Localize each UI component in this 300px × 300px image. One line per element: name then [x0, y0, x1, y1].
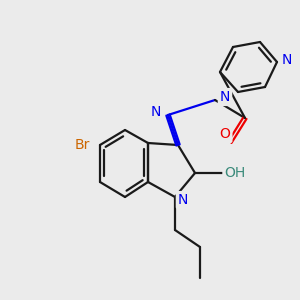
Text: N: N: [178, 193, 188, 207]
Text: Br: Br: [74, 138, 90, 152]
Text: OH: OH: [224, 166, 246, 180]
Text: O: O: [220, 127, 230, 141]
Text: N: N: [151, 105, 161, 119]
Text: N: N: [220, 90, 230, 104]
Text: N: N: [282, 53, 292, 67]
